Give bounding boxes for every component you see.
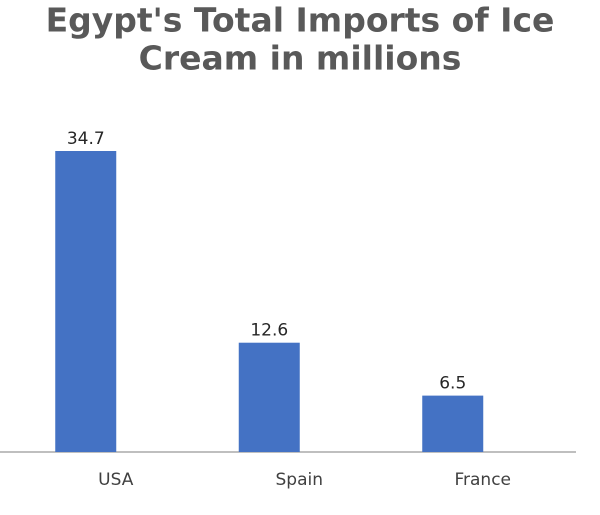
value-label: 34.7 <box>67 129 105 149</box>
chart-title: Cream in millions <box>139 39 462 78</box>
x-tick-label: USA <box>98 470 134 490</box>
x-tick-label: Spain <box>276 470 324 490</box>
bar <box>422 395 484 452</box>
value-label: 6.5 <box>439 374 466 394</box>
bar <box>55 151 117 452</box>
chart-title: Egypt's Total Imports of Ice <box>46 1 555 40</box>
value-label: 12.6 <box>250 321 288 341</box>
bar <box>238 342 300 452</box>
x-tick-label: France <box>454 470 511 490</box>
